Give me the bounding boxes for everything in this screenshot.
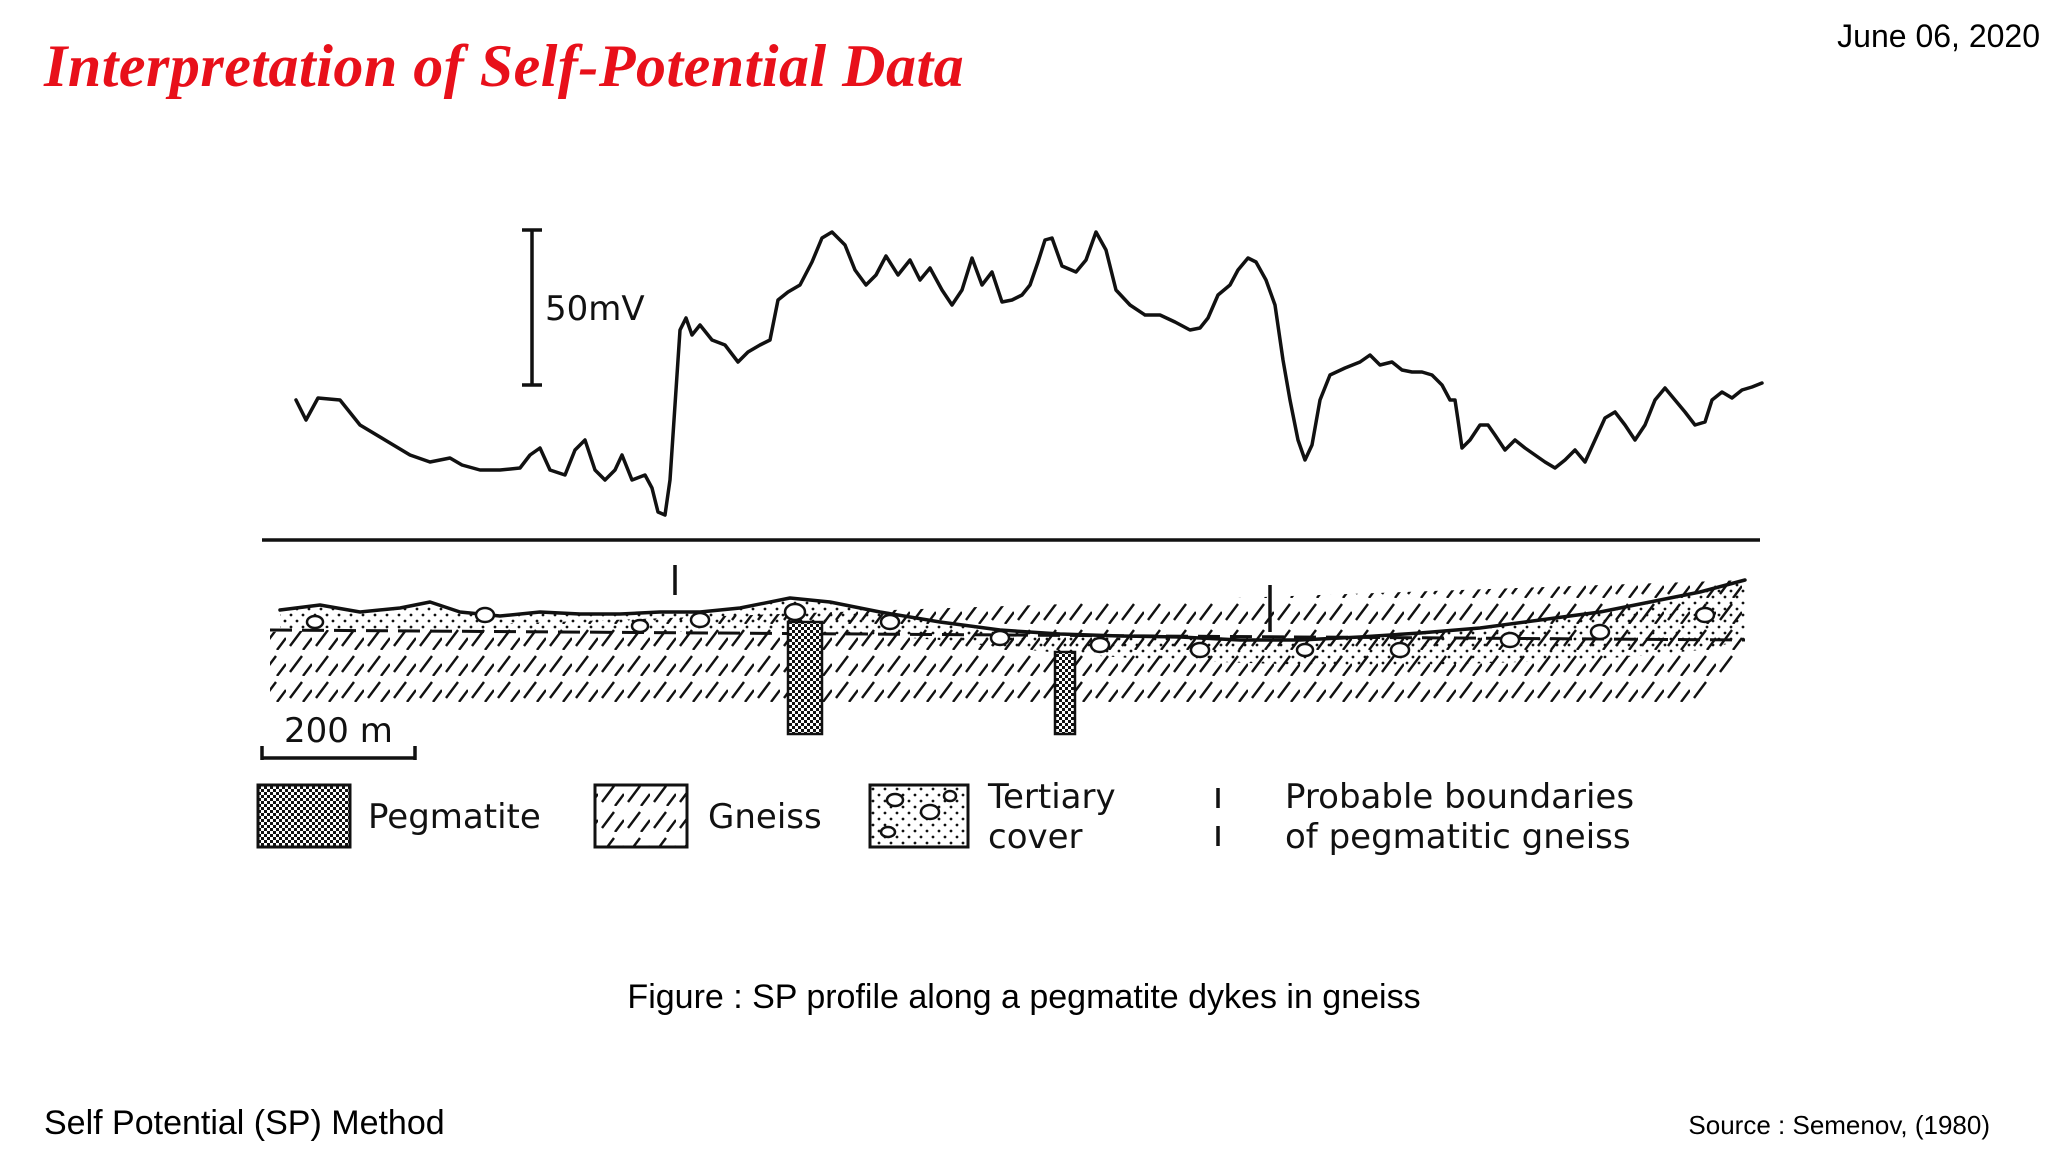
slide-title: Interpretation of Self-Potential Data (44, 33, 965, 99)
legend-pegmatite-label: Pegmatite (368, 797, 541, 837)
legend: Pegmatite Gneiss Tertiary cover Probable… (256, 777, 1634, 857)
slide-date: June 06, 2020 (1837, 18, 2040, 54)
legend-gneiss-label: Gneiss (708, 797, 822, 837)
sp-profile-curve (294, 230, 1764, 517)
legend-gneiss-swatch (593, 783, 689, 849)
distance-scale-bar (260, 746, 417, 760)
legend-boundary-label-1: Probable boundaries (1285, 777, 1634, 817)
geological-section (269, 578, 1747, 736)
figure-caption: Figure : SP profile along a pegmatite dy… (627, 978, 1421, 1016)
legend-tertiary-label-1: Tertiary (987, 777, 1116, 817)
mv-scale-label: 50mV (545, 289, 645, 329)
pegmatite-dyke-2 (1053, 650, 1077, 736)
legend-tertiary-label-2: cover (988, 817, 1083, 857)
footer-method-label: Self Potential (SP) Method (44, 1104, 445, 1142)
distance-scale-label: 200 m (284, 711, 393, 751)
ground-surface-line (278, 578, 1747, 642)
footer-source: Source : Semenov, (1980) (1688, 1110, 1990, 1140)
mv-scale-bar (522, 228, 542, 387)
pegmatite-dyke-1 (786, 620, 824, 736)
legend-boundary-label-2: of pegmatitic gneiss (1285, 817, 1631, 857)
legend-pegmatite-swatch (256, 783, 352, 849)
tertiary-cover-layer (280, 580, 1745, 666)
